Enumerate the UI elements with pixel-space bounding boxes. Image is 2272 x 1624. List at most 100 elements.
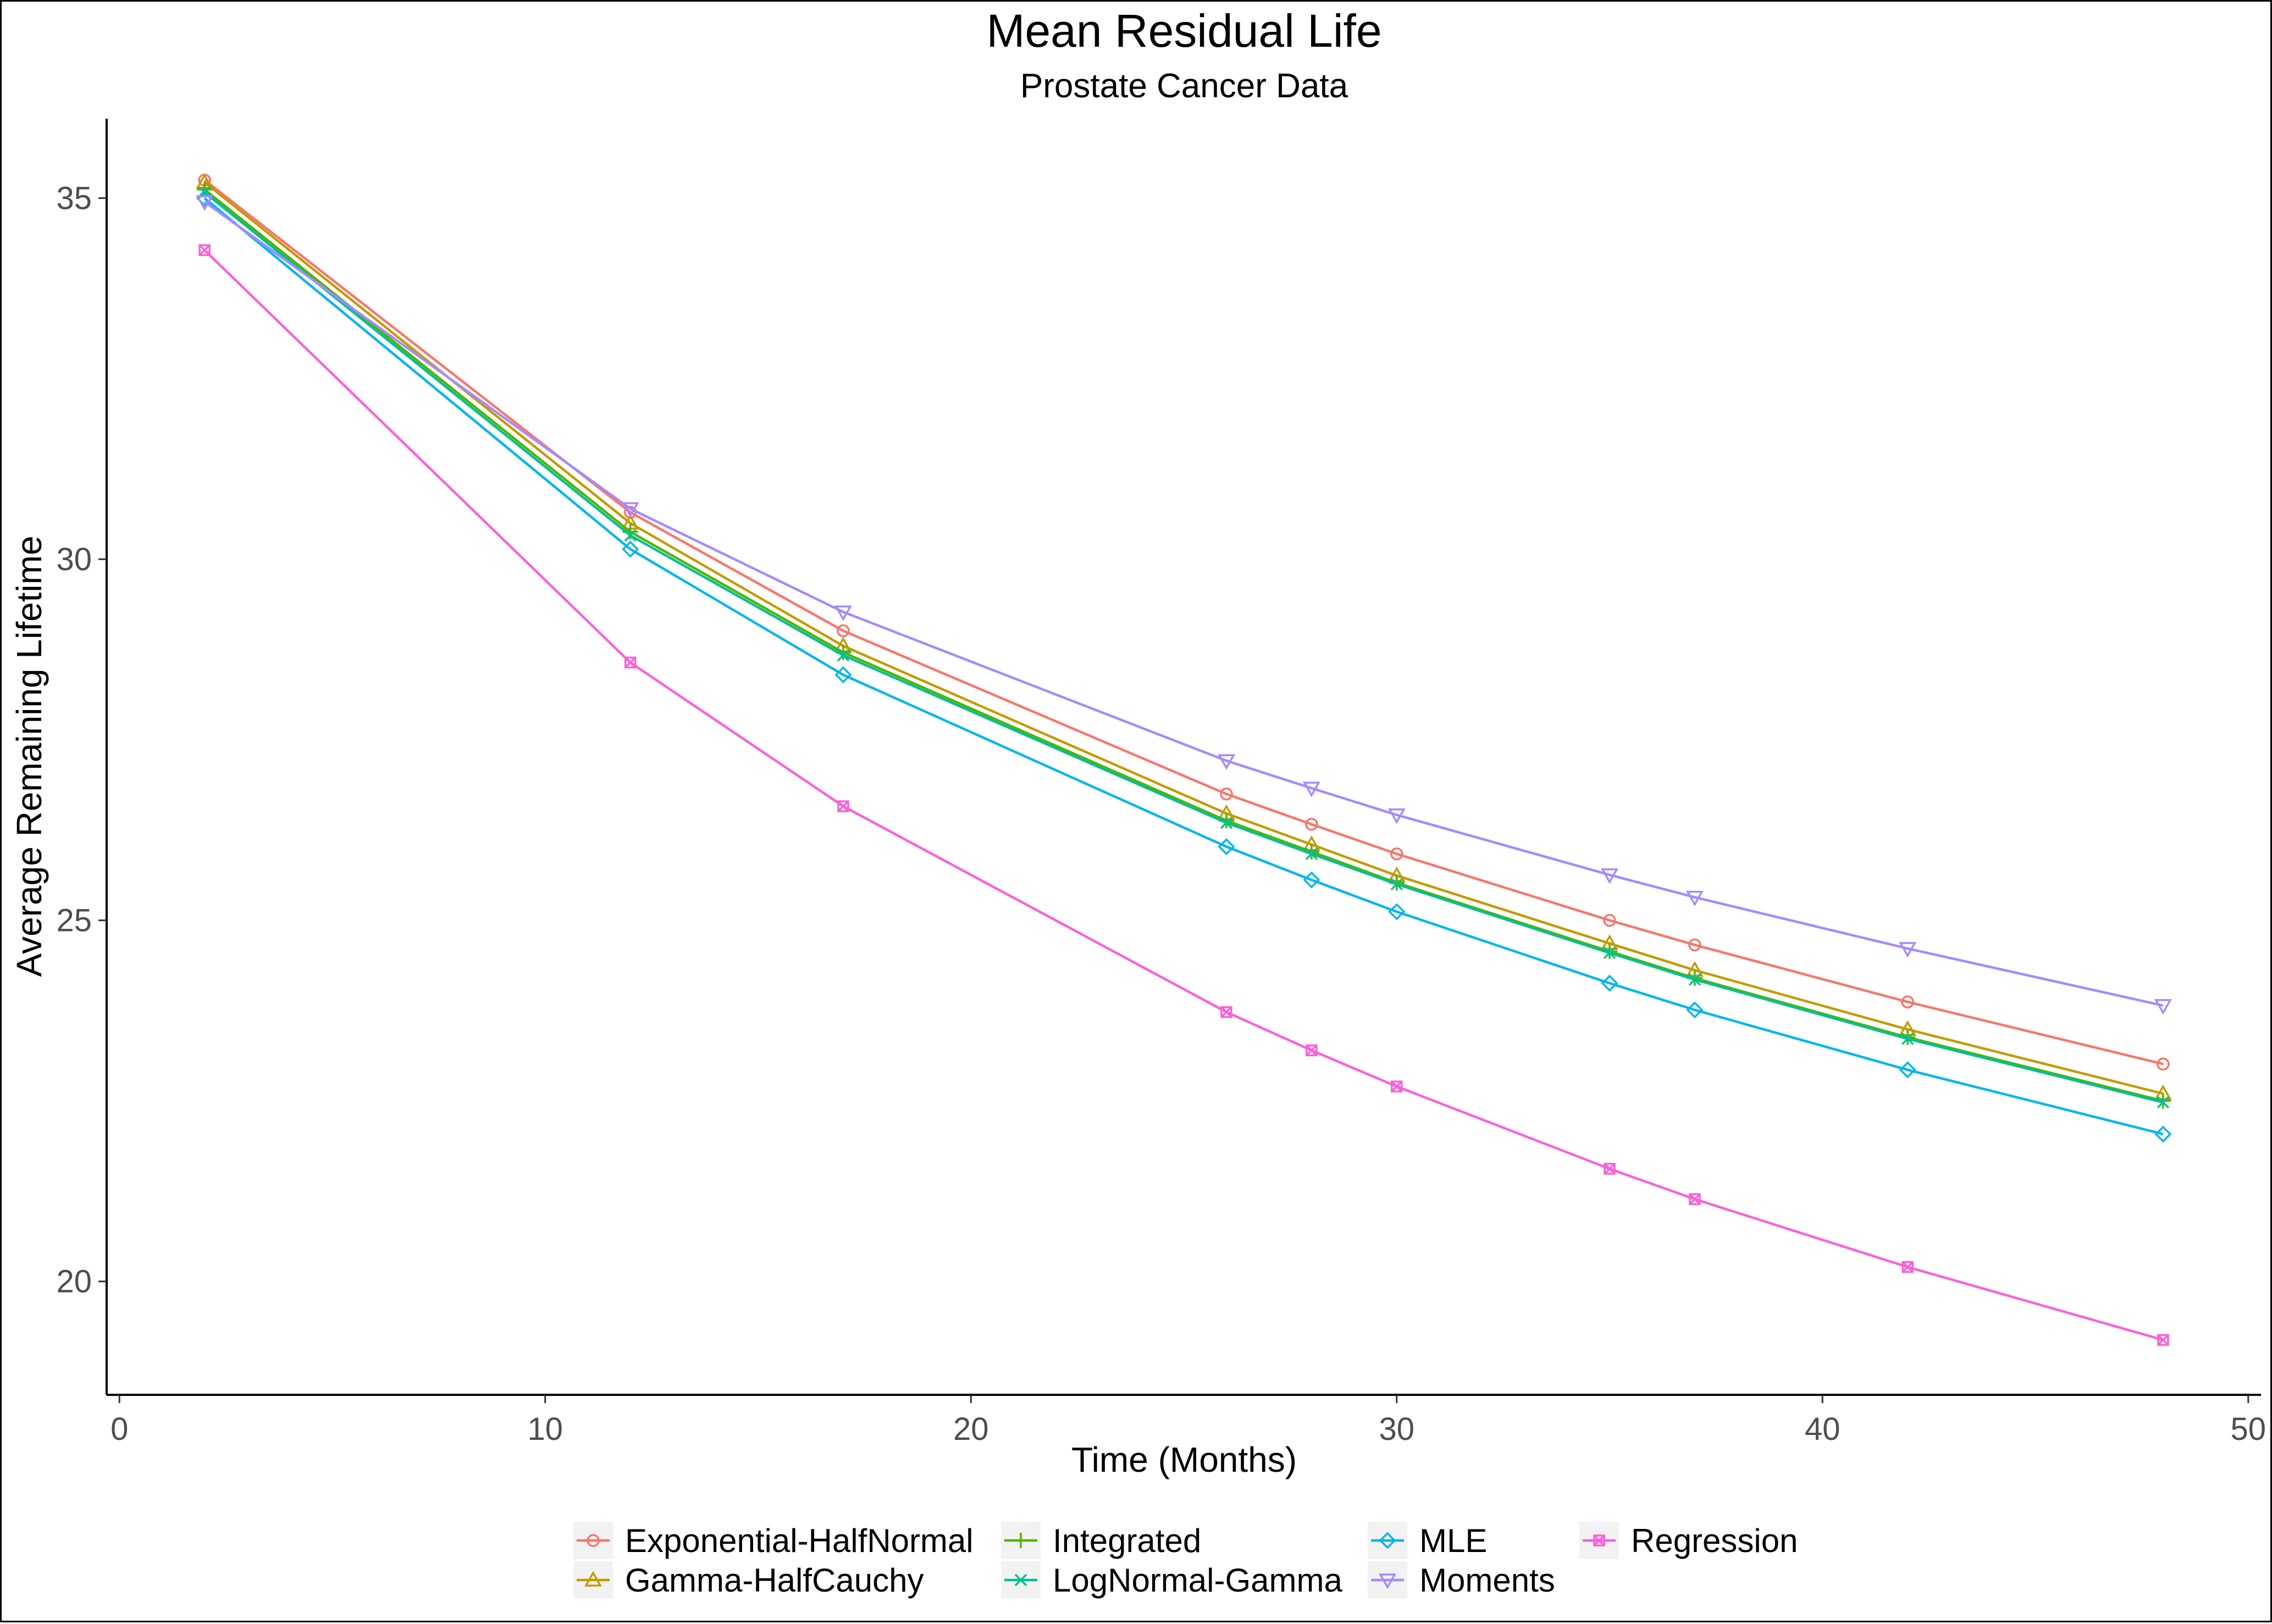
- data-point: [2157, 1057, 2170, 1071]
- y-axis-ticks: 20 25 30 35: [56, 181, 107, 1300]
- legend-item-exponential-halfnormal: Exponential-HalfNormal: [573, 1522, 974, 1559]
- data-point: [2157, 1096, 2170, 1109]
- data-point: [1387, 808, 1406, 824]
- legend-label: Gamma-HalfCauchy: [625, 1562, 924, 1599]
- data-point: [834, 666, 852, 684]
- data-point: [1390, 847, 1403, 861]
- y-tick-label: 25: [56, 903, 92, 939]
- legend-label: Exponential-HalfNormal: [625, 1522, 974, 1559]
- series-line-integrated: [203, 189, 2164, 1102]
- y-axis-title: Average Remaining Lifetime: [9, 536, 49, 977]
- series-exponential-halfnormal: [198, 173, 2170, 1071]
- legend-label: Regression: [1631, 1522, 1798, 1559]
- plot-area: 0 10 20 30 40 50 20 25 30 35: [56, 119, 2266, 1447]
- legend-label: Moments: [1419, 1562, 1555, 1599]
- data-point: [1217, 754, 1235, 770]
- x-tick-label: 30: [1379, 1411, 1414, 1447]
- x-axis-ticks: 0 10 20 30 40 50: [110, 1395, 2266, 1447]
- data-point: [1689, 1193, 1701, 1205]
- data-point: [1899, 942, 1917, 958]
- data-point: [1901, 1032, 1914, 1045]
- data-point: [1901, 1261, 1914, 1273]
- x-tick-label: 0: [110, 1411, 128, 1447]
- data-point: [1688, 938, 1701, 952]
- data-point: [1601, 974, 1618, 992]
- legend-key-marker: [584, 1571, 602, 1587]
- legend-label: MLE: [1419, 1522, 1487, 1559]
- y-tick-label: 35: [56, 181, 92, 217]
- legend-label: LogNormal-Gamma: [1053, 1562, 1342, 1599]
- legend-item-gamma-halfcauchy: Gamma-HalfCauchy: [573, 1561, 924, 1599]
- x-tick-label: 40: [1805, 1411, 1840, 1447]
- x-tick-label: 10: [527, 1411, 563, 1447]
- data-point: [1220, 1006, 1232, 1018]
- data-point: [2154, 1126, 2172, 1143]
- x-axis-title: Time (Months): [1071, 1440, 1297, 1479]
- data-point: [1601, 868, 1619, 884]
- data-point: [1390, 878, 1403, 891]
- data-point: [1685, 890, 1704, 907]
- data-point: [624, 529, 637, 542]
- x-tick-label: 50: [2231, 1411, 2267, 1447]
- data-point: [1899, 1061, 1916, 1079]
- legend-key-marker: [1379, 1573, 1396, 1589]
- series-gamma-halfcauchy: [196, 173, 2172, 1100]
- chart-title: Mean Residual Life: [986, 5, 1381, 57]
- data-point: [1220, 817, 1233, 829]
- chart-subtitle: Prostate Cancer Data: [1020, 67, 1348, 105]
- data-point: [1305, 847, 1318, 860]
- y-tick-label: 30: [56, 542, 92, 578]
- legend-item-moments: Moments: [1368, 1561, 1555, 1599]
- legend-key-marker: [587, 1534, 600, 1547]
- data-point: [1218, 838, 1235, 856]
- data-point: [837, 624, 850, 638]
- series-layer: [196, 173, 2172, 1346]
- data-point: [622, 540, 639, 558]
- legend-item-lognormal-gamma: LogNormal-Gamma: [1001, 1561, 1342, 1599]
- series-regression: [198, 244, 2169, 1346]
- data-point: [837, 800, 849, 812]
- legend-key-marker: [1013, 1533, 1029, 1548]
- series-line-gamma-halfcauchy: [203, 181, 2164, 1095]
- data-point: [1303, 871, 1320, 889]
- data-point: [2154, 999, 2172, 1015]
- data-point: [198, 244, 211, 256]
- series-mle: [196, 190, 2172, 1143]
- series-line-lognormal-gamma: [203, 191, 2164, 1104]
- data-point: [1603, 946, 1616, 960]
- data-point: [1391, 1080, 1403, 1093]
- series-lognormal-gamma: [198, 186, 2170, 1109]
- data-point: [621, 502, 639, 518]
- data-point: [1603, 913, 1616, 927]
- legend-label: Integrated: [1053, 1522, 1201, 1559]
- y-tick-label: 20: [56, 1264, 92, 1300]
- data-point: [837, 649, 850, 662]
- data-point: [1306, 1044, 1318, 1056]
- series-line-regression: [203, 249, 2164, 1342]
- data-point: [196, 195, 214, 211]
- data-point: [1686, 1001, 1704, 1019]
- data-point: [1901, 995, 1914, 1008]
- data-point: [1302, 781, 1320, 797]
- series-line-mle: [203, 197, 2164, 1135]
- legend-key-marker: [1014, 1573, 1027, 1587]
- data-point: [624, 656, 637, 669]
- series-line-exponential-halfnormal: [203, 179, 2164, 1066]
- data-point: [1688, 973, 1701, 986]
- data-point: [1604, 1162, 1616, 1175]
- legend-item-regression: Regression: [1579, 1522, 1798, 1559]
- legend-item-integrated: Integrated: [1001, 1522, 1201, 1559]
- series-moments: [196, 195, 2172, 1015]
- legend-key-marker: [1593, 1534, 1605, 1547]
- data-point: [834, 605, 852, 622]
- x-tick-label: 20: [953, 1411, 989, 1447]
- legend-key-marker: [1379, 1532, 1396, 1549]
- data-point: [1305, 818, 1318, 831]
- data-point: [2157, 1334, 2169, 1346]
- series-line-moments: [203, 201, 2164, 1007]
- data-point: [197, 181, 213, 197]
- series-integrated: [197, 181, 2171, 1109]
